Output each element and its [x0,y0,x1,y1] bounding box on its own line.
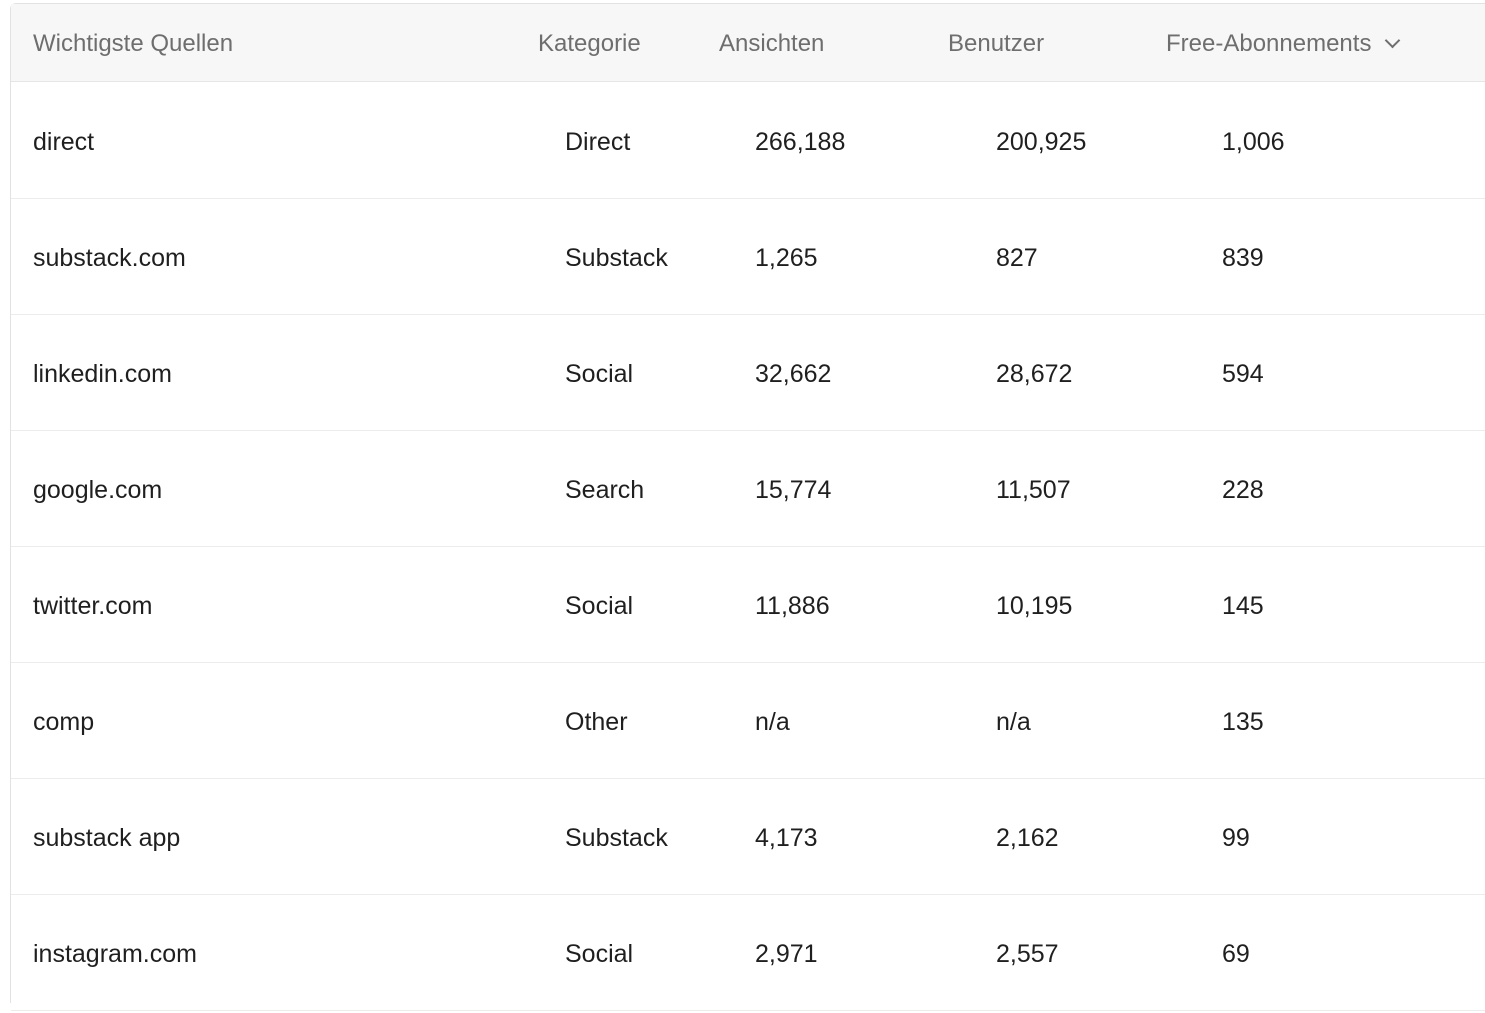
cell-category: Other [565,708,628,736]
cell-views: 15,774 [755,476,832,504]
cell-source: twitter.com [33,592,153,620]
cell-category: Social [565,940,634,968]
table-row[interactable]: direct Direct 266,188 200,925 1,006 [11,83,1485,199]
cell-users: 28,672 [996,360,1073,388]
cell-free-subscriptions: 135 [1222,708,1264,736]
column-header-users[interactable]: Benutzer [948,30,1045,57]
cell-source: direct [33,128,95,156]
cell-free-subscriptions: 228 [1222,476,1264,504]
cell-source: substack app [33,824,181,852]
cell-views: n/a [755,708,790,736]
table-row[interactable]: twitter.com Social 11,886 10,195 145 [11,547,1485,663]
cell-users: 10,195 [996,592,1073,620]
cell-users: 200,925 [996,128,1087,156]
cell-source: instagram.com [33,940,197,968]
column-header-sources[interactable]: Wichtigste Quellen [33,30,234,57]
cell-category: Search [565,476,645,504]
cell-category: Substack [565,824,668,852]
cell-free-subscriptions: 1,006 [1222,128,1285,156]
cell-free-subscriptions: 99 [1222,824,1250,852]
cell-users: 11,507 [996,476,1071,504]
cell-category: Social [565,360,634,388]
cell-category: Substack [565,244,668,272]
cell-category: Social [565,592,634,620]
cell-views: 1,265 [755,244,818,272]
cell-free-subscriptions: 594 [1222,360,1264,388]
cell-views: 266,188 [755,128,846,156]
table-row[interactable]: substack.com Substack 1,265 827 839 [11,199,1485,315]
cell-source: substack.com [33,244,186,272]
cell-views: 4,173 [755,824,818,852]
cell-users: n/a [996,708,1031,736]
column-header-free-subscriptions[interactable]: Free-Abonnements [1166,4,1401,82]
table-header: Wichtigste Quellen Kategorie Ansichten B… [11,4,1485,82]
cell-users: 827 [996,244,1038,272]
cell-views: 11,886 [755,592,830,620]
cell-views: 2,971 [755,940,818,968]
cell-source: google.com [33,476,163,504]
column-header-category[interactable]: Kategorie [538,30,641,57]
table-row[interactable]: instagram.com Social 2,971 2,557 69 [11,895,1485,1011]
cell-users: 2,162 [996,824,1059,852]
cell-source: linkedin.com [33,360,172,388]
table-row[interactable]: linkedin.com Social 32,662 28,672 594 [11,315,1485,431]
cell-source: comp [33,708,95,736]
top-sources-table: Wichtigste Quellen Kategorie Ansichten B… [10,3,1485,1011]
table-row[interactable]: substack app Substack 4,173 2,162 99 [11,779,1485,895]
cell-users: 2,557 [996,940,1059,968]
cell-free-subscriptions: 839 [1222,244,1264,272]
cell-free-subscriptions: 69 [1222,940,1250,968]
cell-views: 32,662 [755,360,832,388]
table-row[interactable]: google.com Search 15,774 11,507 228 [11,431,1485,547]
column-header-free-subscriptions-label: Free-Abonnements [1166,30,1372,57]
cell-category: Direct [565,128,631,156]
chevron-down-icon[interactable] [1385,32,1401,49]
cell-free-subscriptions: 145 [1222,592,1264,620]
table-row[interactable]: comp Other n/a n/a 135 [11,663,1485,779]
column-header-views[interactable]: Ansichten [719,30,825,57]
